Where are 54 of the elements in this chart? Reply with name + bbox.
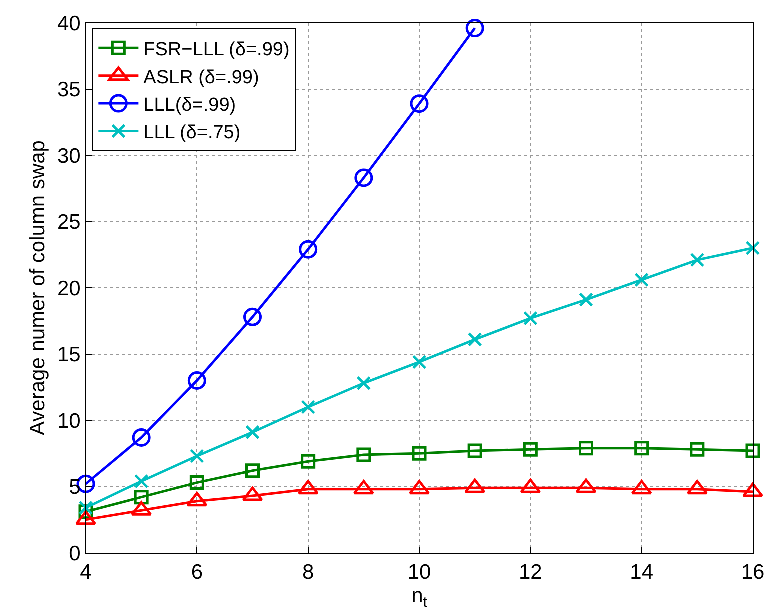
legend-label: LLL (δ=.75) — [144, 122, 241, 144]
point — [301, 400, 316, 414]
point — [134, 474, 149, 489]
point — [523, 442, 538, 457]
y-tick-label: 5 — [69, 476, 81, 500]
point — [354, 168, 374, 188]
y-tick-label: 20 — [57, 277, 81, 300]
point — [746, 444, 760, 458]
point — [410, 94, 429, 114]
point — [579, 292, 594, 308]
point — [746, 241, 760, 256]
point — [412, 446, 427, 461]
point — [579, 441, 594, 456]
point — [690, 442, 705, 457]
point — [356, 376, 372, 391]
point — [244, 308, 262, 326]
y-tick-label: 30 — [57, 144, 81, 168]
point — [468, 444, 482, 458]
point — [134, 490, 149, 505]
point — [523, 311, 538, 326]
x-tick-label: 6 — [191, 561, 204, 584]
point — [634, 272, 650, 288]
point — [78, 500, 94, 516]
point — [246, 425, 260, 440]
point — [466, 19, 484, 38]
x-tick-label: 8 — [302, 561, 314, 584]
x-tick-label: 10 — [408, 561, 432, 584]
y-tick-label: 35 — [57, 78, 81, 102]
point — [246, 464, 260, 478]
point — [634, 441, 650, 456]
point — [190, 476, 204, 490]
point — [356, 448, 372, 462]
y-tick-label: 40 — [57, 12, 81, 36]
x-axis-title: n$_{t}$ — [412, 584, 428, 611]
x-tick-label: 16 — [741, 561, 765, 584]
legend-label: LLL(δ=.99) — [144, 94, 236, 116]
y-axis-title: Average numer of column swap — [26, 140, 50, 436]
x-tick-label: 4 — [80, 561, 92, 584]
legend-label: FSR−LLL (δ=.99) — [144, 40, 290, 61]
y-tick-label: 10 — [57, 410, 81, 433]
point — [190, 449, 204, 464]
point — [188, 372, 206, 390]
y-tick-label: 0 — [69, 542, 81, 566]
point — [132, 428, 151, 447]
x-tick-label: 12 — [518, 561, 542, 584]
y-tick-label: 15 — [57, 344, 81, 367]
point — [301, 454, 316, 469]
point — [468, 332, 482, 347]
point — [690, 252, 705, 268]
point — [299, 240, 318, 259]
legend-label: ASLR (δ=.99) — [144, 67, 260, 88]
point — [412, 354, 427, 370]
y-tick-label: 25 — [57, 211, 81, 234]
x-tick-label: 14 — [630, 561, 654, 584]
